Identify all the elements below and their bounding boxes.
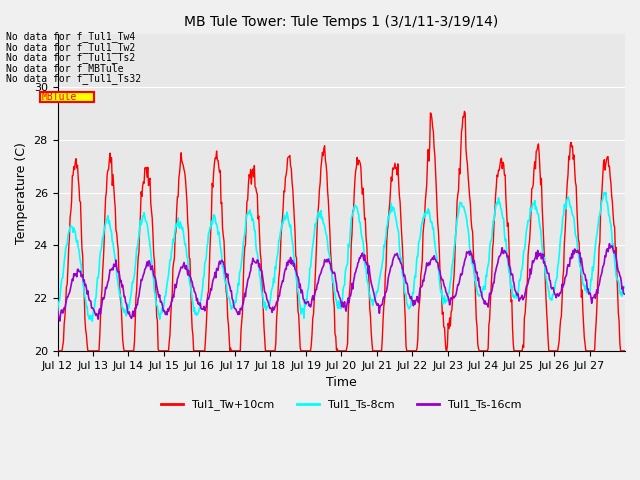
Text: No data for f_Tul1_Ts2: No data for f_Tul1_Ts2 [6, 52, 136, 63]
Legend: Tul1_Tw+10cm, Tul1_Ts-8cm, Tul1_Ts-16cm: Tul1_Tw+10cm, Tul1_Ts-8cm, Tul1_Ts-16cm [157, 395, 526, 415]
Title: MB Tule Tower: Tule Temps 1 (3/1/11-3/19/14): MB Tule Tower: Tule Temps 1 (3/1/11-3/19… [184, 15, 499, 29]
X-axis label: Time: Time [326, 376, 356, 389]
Text: No data for f_MBTule: No data for f_MBTule [6, 63, 124, 74]
Y-axis label: Temperature (C): Temperature (C) [15, 142, 28, 243]
Text: No data for f_Tul1_Ts32: No data for f_Tul1_Ts32 [6, 73, 141, 84]
Text: No data for f_Tul1_Tw2: No data for f_Tul1_Tw2 [6, 42, 136, 53]
Text: MBTule: MBTule [42, 93, 77, 102]
Text: No data for f_Tul1_Tw4: No data for f_Tul1_Tw4 [6, 31, 136, 42]
